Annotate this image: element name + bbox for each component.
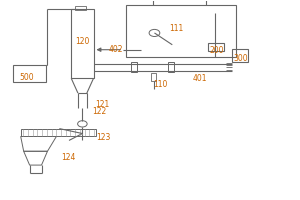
Text: 110: 110 bbox=[153, 80, 167, 89]
Text: 401: 401 bbox=[193, 74, 208, 83]
Text: 200: 200 bbox=[209, 46, 224, 55]
Bar bbox=[168, 62, 174, 72]
Text: 124: 124 bbox=[61, 153, 75, 162]
Text: 122: 122 bbox=[92, 107, 106, 116]
Text: 120: 120 bbox=[76, 37, 90, 46]
Bar bbox=[126, 5, 236, 57]
Text: 402: 402 bbox=[108, 45, 123, 54]
Text: 500: 500 bbox=[19, 73, 34, 82]
Text: 300: 300 bbox=[234, 54, 248, 63]
Bar bbox=[75, 6, 86, 10]
Bar bbox=[13, 64, 46, 82]
Bar bbox=[232, 49, 248, 62]
Text: 123: 123 bbox=[97, 133, 111, 142]
Text: 111: 111 bbox=[169, 24, 184, 33]
Bar bbox=[21, 129, 97, 136]
Bar bbox=[71, 9, 94, 78]
Bar bbox=[208, 43, 224, 51]
Text: 121: 121 bbox=[95, 100, 109, 109]
Bar bbox=[152, 73, 156, 81]
Bar bbox=[131, 62, 137, 72]
